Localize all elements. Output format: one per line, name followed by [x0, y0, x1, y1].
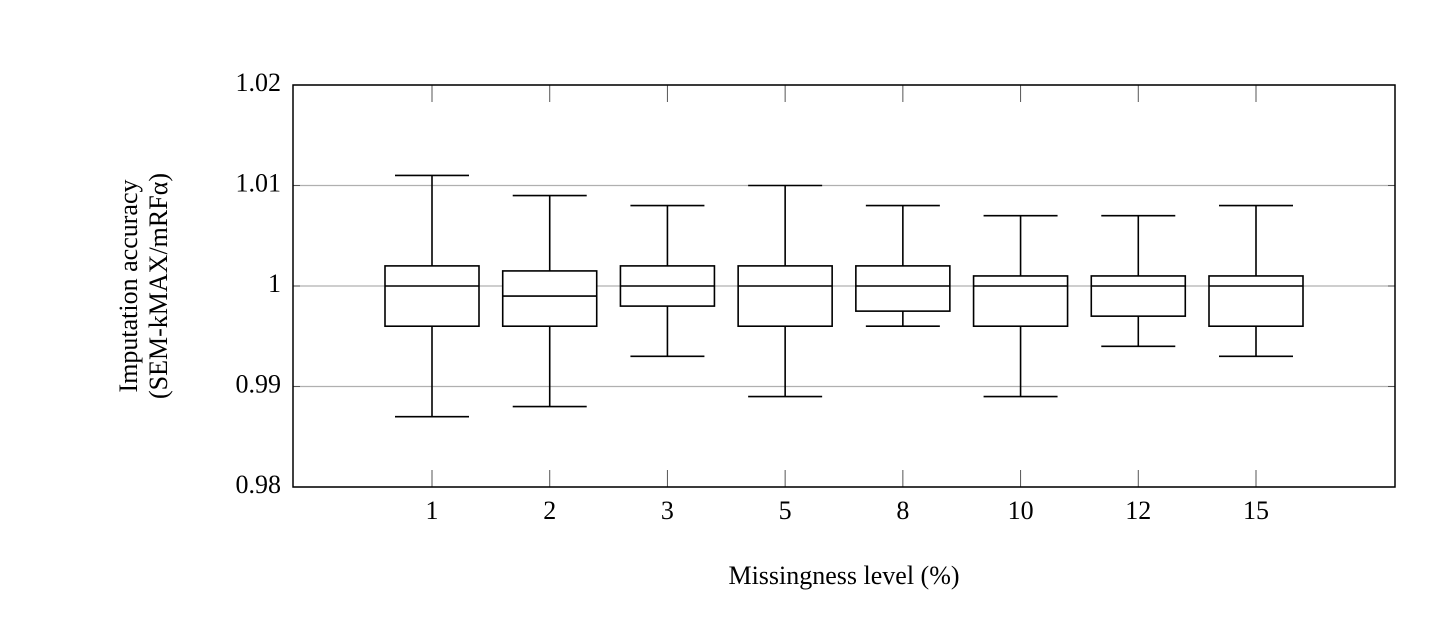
box — [855, 265, 951, 312]
y-axis-label-line: (SEM-kMAX/mRFα) — [144, 173, 173, 399]
box — [1208, 275, 1304, 328]
box — [501, 270, 598, 327]
x-tick-label: 8 — [896, 496, 909, 525]
x-tick-label: 3 — [661, 496, 674, 525]
box — [1090, 275, 1187, 317]
y-tick-label: 1 — [268, 269, 281, 298]
y-tick-label: 1.01 — [236, 168, 282, 197]
x-tick-label: 15 — [1243, 496, 1269, 525]
x-tick-label: 5 — [779, 496, 792, 525]
y-tick-label: 0.98 — [236, 470, 282, 499]
y-axis-label: Imputation accuracy (SEM-kMAX/mRFα) — [114, 173, 173, 399]
x-tick-label: 1 — [426, 496, 439, 525]
box — [384, 265, 480, 327]
x-axis-label: Missingness level (%) — [728, 561, 959, 590]
x-tick-label: 10 — [1008, 496, 1034, 525]
plot-frame — [292, 84, 1396, 488]
box — [972, 275, 1069, 328]
x-tick-label: 12 — [1125, 496, 1151, 525]
x-tick-label: 2 — [543, 496, 556, 525]
y-axis-label-line: Imputation accuracy — [114, 180, 143, 393]
box — [737, 265, 833, 327]
y-tick-label: 0.99 — [236, 369, 282, 398]
y-tick-label: 1.02 — [236, 68, 282, 97]
